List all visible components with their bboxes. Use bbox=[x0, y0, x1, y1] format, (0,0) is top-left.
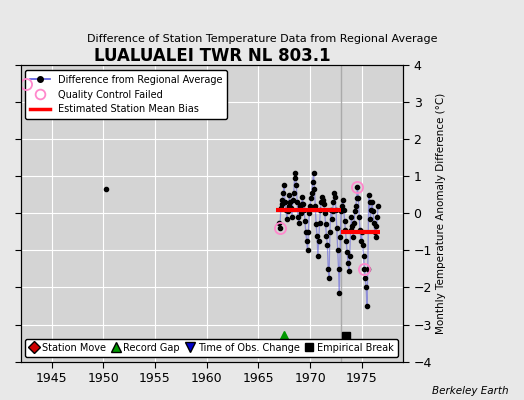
Legend: Station Move, Record Gap, Time of Obs. Change, Empirical Break: Station Move, Record Gap, Time of Obs. C… bbox=[26, 339, 398, 357]
Text: Berkeley Earth: Berkeley Earth bbox=[432, 386, 508, 396]
Text: Difference of Station Temperature Data from Regional Average: Difference of Station Temperature Data f… bbox=[87, 34, 437, 44]
Y-axis label: Monthly Temperature Anomaly Difference (°C): Monthly Temperature Anomaly Difference (… bbox=[436, 93, 446, 334]
Title: LUALUALEI TWR NL 803.1: LUALUALEI TWR NL 803.1 bbox=[94, 47, 330, 65]
